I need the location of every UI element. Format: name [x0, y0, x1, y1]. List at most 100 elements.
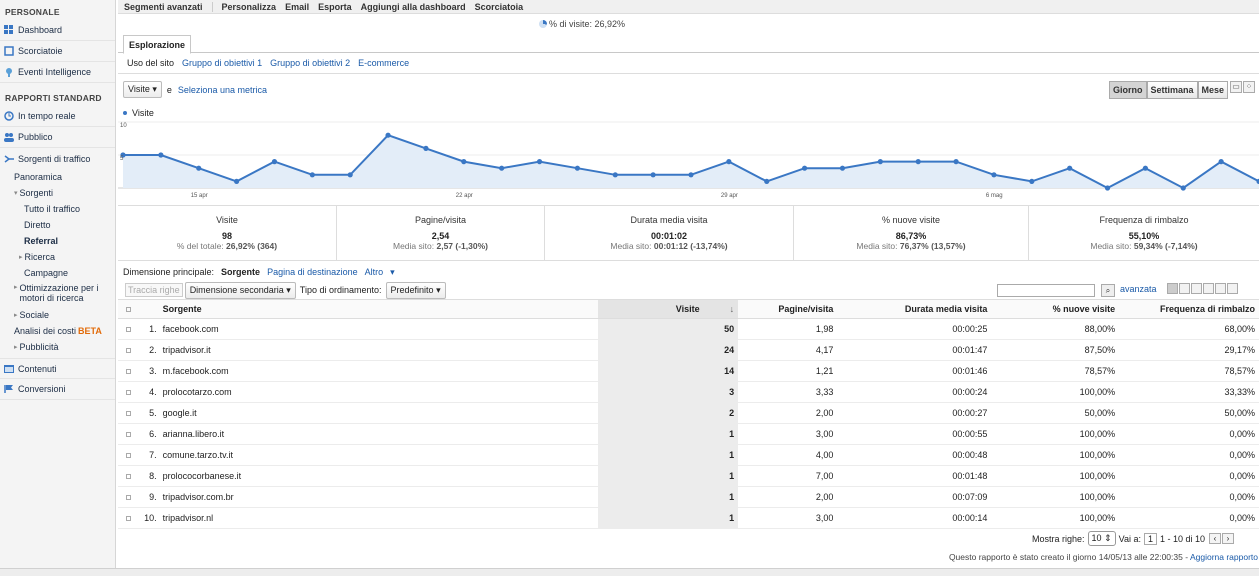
goto-input[interactable]: 1 — [1143, 532, 1157, 545]
period-day-button[interactable]: Giorno — [1109, 81, 1147, 99]
sidebar-item-content[interactable]: Contenuti — [0, 358, 115, 379]
table-row[interactable]: 1. facebook.com 50 1,98 00:00:25 88,00% 68,00% — [118, 318, 1259, 340]
sidebar-sub-seo[interactable]: ▸ Ottimizzazione per i motori di ricerca — [0, 281, 115, 307]
row-source-link[interactable]: m.facebook.com — [162, 360, 599, 382]
row-source-link[interactable]: prolococorbanese.it — [162, 465, 599, 487]
sidebar-sub-campaigns[interactable]: Campagne — [24, 268, 69, 278]
data-point[interactable] — [120, 152, 126, 158]
sidebar-item-shortcuts[interactable]: Scorciatoie — [0, 41, 115, 62]
data-point[interactable] — [385, 132, 391, 138]
search-icon[interactable]: ⌕ — [1101, 284, 1115, 297]
header-avg-duration[interactable]: Durata media visita — [837, 299, 992, 319]
add-to-dashboard-button[interactable]: Aggiungi alla dashboard — [360, 1, 466, 12]
data-point[interactable] — [877, 159, 883, 165]
data-point[interactable] — [764, 178, 770, 184]
data-point[interactable] — [347, 172, 353, 178]
data-point[interactable] — [499, 165, 505, 171]
row-checkbox[interactable] — [118, 465, 139, 487]
row-checkbox[interactable] — [118, 423, 139, 445]
data-point[interactable] — [915, 159, 921, 165]
subtab-goal-set-2[interactable]: Gruppo di obiettivi 2 — [270, 58, 351, 68]
data-point[interactable] — [953, 159, 959, 165]
prev-page-icon[interactable]: ‹ — [1209, 533, 1222, 544]
sidebar-item-dashboard[interactable]: Dashboard — [0, 20, 115, 41]
row-checkbox[interactable] — [118, 444, 139, 466]
comparison-view-icon[interactable] — [1203, 283, 1214, 294]
row-source-link[interactable]: prolocotarzo.com — [162, 381, 599, 403]
table-row[interactable]: 4. prolocotarzo.com 3 3,33 00:00:24 100,00% 33… — [118, 381, 1259, 403]
show-rows-select[interactable]: 10 ⇕ — [1087, 531, 1116, 546]
sidebar-sub-social[interactable]: ▸ Sociale — [0, 307, 115, 323]
table-row[interactable]: 3. m.facebook.com 14 1,21 00:01:46 78,57% 78,5… — [118, 360, 1259, 382]
sidebar-sub-direct[interactable]: Diretto — [24, 220, 51, 230]
sidebar-item-conversions[interactable]: Conversioni — [0, 379, 115, 400]
next-page-icon[interactable]: › — [1222, 533, 1235, 544]
sidebar-sub-advertising[interactable]: ▸ Pubblicità — [0, 339, 115, 355]
sidebar-sub-overview[interactable]: Panoramica — [14, 172, 63, 182]
row-source-link[interactable]: comune.tarzo.tv.it — [162, 444, 599, 466]
sidebar-sub-sources[interactable]: ▾ Sorgenti — [0, 185, 115, 201]
data-point[interactable] — [536, 159, 543, 165]
table-row[interactable]: 6. arianna.libero.it 1 3,00 00:00:55 100,00% 0… — [118, 423, 1259, 445]
data-point[interactable] — [1104, 185, 1111, 191]
subtab-site-usage[interactable]: Uso del sito — [127, 58, 175, 68]
sidebar-item-audience[interactable]: Pubblico — [0, 127, 115, 148]
data-point[interactable] — [309, 172, 315, 178]
data-point[interactable] — [574, 165, 580, 171]
row-checkbox[interactable] — [118, 402, 139, 424]
row-checkbox[interactable] — [118, 486, 139, 508]
advanced-segments-button[interactable]: Segmenti avanzati — [124, 1, 203, 12]
header-source[interactable]: Sorgente — [162, 299, 599, 319]
data-point[interactable] — [726, 159, 732, 165]
data-point[interactable] — [196, 165, 202, 171]
data-point[interactable] — [612, 172, 618, 178]
data-point[interactable] — [650, 172, 656, 178]
period-week-button[interactable]: Settimana — [1146, 81, 1198, 99]
sidebar-item-intelligence[interactable]: Eventi Intelligence — [0, 62, 115, 83]
secondary-dimension-select[interactable]: Dimensione secondaria ▾ — [184, 281, 296, 299]
shortcut-button[interactable]: Scorciatoia — [474, 1, 524, 12]
performance-view-icon[interactable] — [1191, 283, 1202, 294]
data-point[interactable] — [1218, 159, 1224, 165]
export-button[interactable]: Esporta — [318, 1, 352, 12]
customize-button[interactable]: Personalizza — [221, 1, 277, 12]
row-checkbox[interactable] — [118, 360, 139, 382]
table-row[interactable]: 5. google.it 2 2,00 00:00:27 50,00% 50,00% — [118, 402, 1259, 424]
row-checkbox[interactable] — [118, 381, 139, 403]
subtab-ecommerce[interactable]: E-commerce — [358, 58, 410, 68]
row-source-link[interactable]: arianna.libero.it — [162, 423, 599, 445]
table-row[interactable]: 2. tripadvisor.it 24 4,17 00:01:47 87,50% 29,1… — [118, 339, 1259, 361]
table-row[interactable]: 8. prolococorbanese.it 1 7,00 00:01:48 100,00… — [118, 465, 1259, 487]
data-point[interactable] — [1256, 178, 1259, 184]
dimension-other[interactable]: Altro ▾ — [365, 267, 402, 278]
data-point[interactable] — [688, 172, 694, 178]
table-search-input[interactable] — [997, 284, 1095, 297]
select-all-checkbox[interactable] — [118, 299, 139, 319]
table-view-icon[interactable] — [1167, 283, 1178, 294]
dimension-source[interactable]: Sorgente — [221, 267, 261, 277]
data-point[interactable] — [234, 178, 240, 184]
data-point[interactable] — [158, 152, 164, 158]
sidebar-sub-referral[interactable]: Referral — [24, 236, 59, 246]
sidebar-item-realtime[interactable]: In tempo reale — [0, 106, 115, 127]
table-row[interactable]: 9. tripadvisor.com.br 1 2,00 00:07:09 100,00%… — [118, 486, 1259, 508]
email-button[interactable]: Email — [285, 1, 310, 12]
row-source-link[interactable]: facebook.com — [162, 318, 599, 340]
sidebar-item-traffic-sources[interactable]: Sorgenti di traffico — [0, 148, 115, 169]
sort-type-select[interactable]: Predefinito ▾ — [385, 281, 446, 299]
row-source-link[interactable]: tripadvisor.com.br — [162, 486, 599, 508]
sidebar-sub-all-traffic[interactable]: Tutto il traffico — [24, 204, 81, 214]
data-point[interactable] — [839, 165, 846, 171]
row-source-link[interactable]: tripadvisor.it — [162, 339, 599, 361]
pivot-view-icon[interactable] — [1227, 283, 1238, 294]
header-bounce-rate[interactable]: Frequenza di rimbalzo — [1119, 299, 1259, 319]
line-chart-icon[interactable]: ▭ — [1230, 81, 1242, 93]
pie-view-icon[interactable] — [1179, 283, 1190, 294]
metric-select[interactable]: Visite ▾ — [123, 81, 162, 98]
data-point[interactable] — [1142, 165, 1148, 171]
refresh-report-link[interactable]: Aggiorna rapporto — [1189, 552, 1258, 562]
row-source-link[interactable]: google.it — [162, 402, 599, 424]
data-point[interactable] — [1067, 165, 1073, 171]
data-point[interactable] — [1029, 178, 1035, 184]
term-cloud-icon[interactable] — [1215, 283, 1226, 294]
